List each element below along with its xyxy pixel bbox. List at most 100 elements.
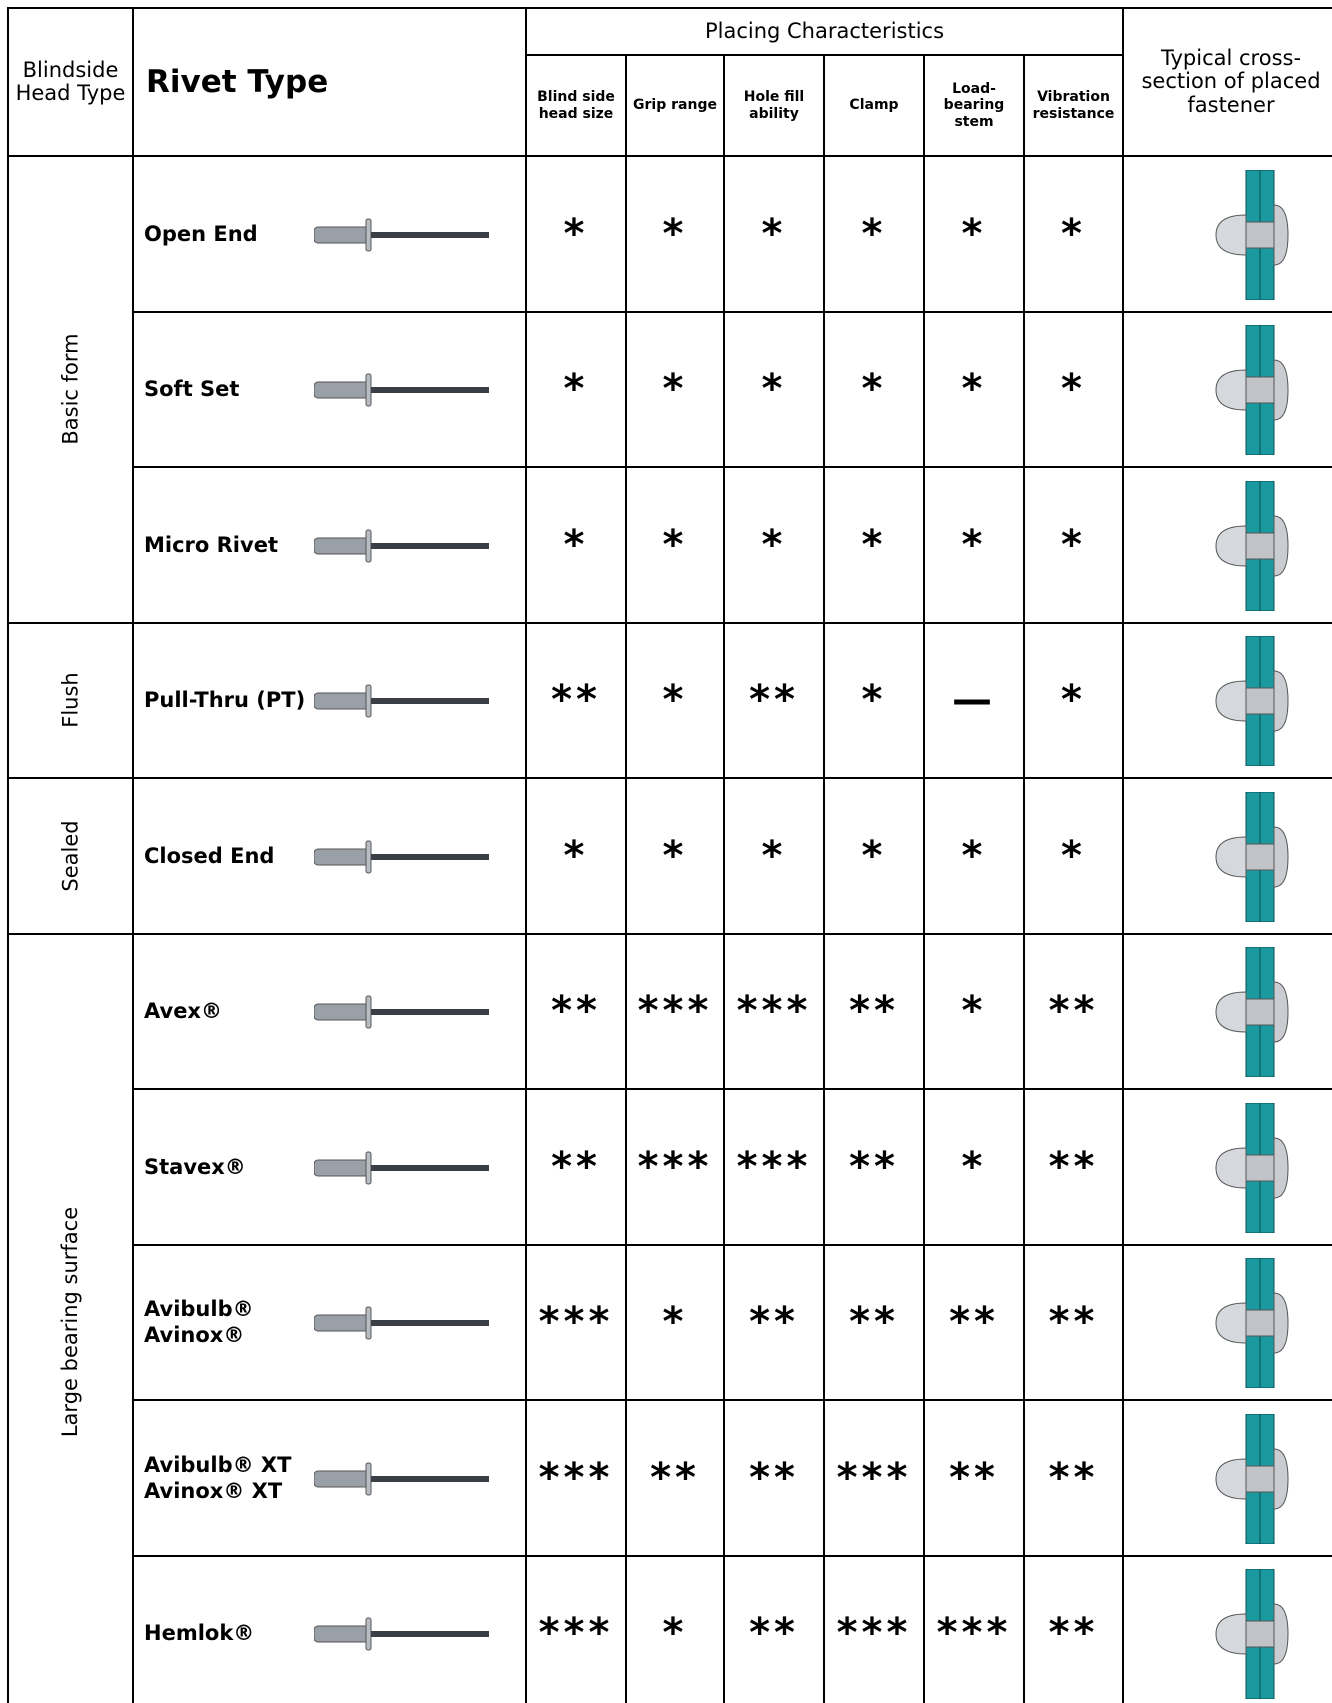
shape — [1273, 1292, 1289, 1354]
rating: * — [925, 157, 1025, 313]
rating: — — [925, 623, 1025, 779]
rivet-name: Avibulb® Avinox® — [144, 1296, 254, 1349]
shape — [1273, 981, 1289, 1043]
rating: * — [825, 468, 925, 624]
cross-section-cell — [1124, 1401, 1332, 1557]
shape — [1215, 525, 1247, 567]
shape — [314, 692, 370, 710]
rating: ** — [1025, 934, 1124, 1090]
illustration — [1215, 1258, 1289, 1389]
rating: * — [825, 779, 925, 935]
rating: ** — [527, 1090, 627, 1246]
shape — [365, 218, 372, 252]
shape — [1245, 376, 1275, 404]
shape — [1245, 1309, 1275, 1337]
column-header: Clamp — [825, 56, 925, 157]
rating: * — [925, 468, 1025, 624]
rivet-name-line: Pull-Thru (PT) — [144, 688, 306, 713]
border-left — [7, 7, 9, 1703]
rating: ** — [1025, 1090, 1124, 1246]
rating: *** — [527, 1401, 627, 1557]
illustration — [1215, 1413, 1289, 1544]
rating: * — [527, 312, 627, 468]
group-label-text: Large bearing surface — [58, 1207, 83, 1438]
rating: * — [627, 157, 725, 313]
rating: ** — [925, 1245, 1025, 1401]
shape — [371, 1631, 489, 1638]
illustration — [1215, 636, 1289, 767]
column-header: Vibration resistance — [1025, 56, 1124, 157]
shape — [371, 1475, 489, 1482]
rating: ** — [725, 1401, 825, 1557]
illustration — [1215, 947, 1289, 1078]
rating: *** — [825, 1556, 925, 1703]
rating: * — [725, 157, 825, 313]
shape — [314, 1625, 370, 1643]
shape — [1245, 1154, 1275, 1182]
rating: ** — [725, 1245, 825, 1401]
illustration — [314, 1306, 489, 1340]
rivet-name-line: Avinox® — [144, 1323, 245, 1348]
illustration — [314, 840, 489, 874]
shape — [1245, 532, 1275, 560]
rating: * — [725, 312, 825, 468]
rivet-name-line: Avibulb® XT — [144, 1452, 292, 1477]
rivet-cell: Stavex® — [134, 1090, 527, 1246]
shape — [365, 1462, 372, 1496]
rating: *** — [725, 1090, 825, 1246]
rating: * — [1025, 779, 1124, 935]
rivet-name: Stavex® — [144, 1154, 246, 1180]
shape — [371, 387, 489, 394]
shape — [1245, 1465, 1275, 1493]
shape — [314, 381, 370, 399]
rating: * — [627, 312, 725, 468]
rivet-name-line: Avibulb® — [144, 1297, 254, 1321]
shape — [314, 1470, 370, 1488]
group-label-text: Sealed — [58, 820, 83, 892]
shape — [314, 226, 370, 244]
rating: * — [1025, 468, 1124, 624]
rating: * — [925, 779, 1025, 935]
rivet-type-header: Rivet Type — [134, 9, 527, 157]
rating: *** — [527, 1556, 627, 1703]
rating: ** — [925, 1401, 1025, 1557]
shape — [1245, 221, 1275, 249]
rating: *** — [725, 934, 825, 1090]
column-header: Hole fill ability — [725, 56, 825, 157]
shape — [1273, 670, 1289, 732]
shape — [371, 231, 489, 238]
rivet-name-line: Micro Rivet — [144, 532, 278, 557]
shape — [371, 698, 489, 705]
illustration — [314, 995, 489, 1029]
rivet-name: Open End — [144, 221, 258, 247]
shape — [1215, 369, 1247, 411]
rating: ** — [825, 934, 925, 1090]
shape — [1273, 204, 1289, 266]
rivet-name-line: Closed End — [144, 843, 275, 868]
shape — [314, 1159, 370, 1177]
group-label: Sealed — [9, 779, 134, 935]
cross-section-cell — [1124, 157, 1332, 313]
rating: *** — [825, 1401, 925, 1557]
rating: * — [825, 623, 925, 779]
shape — [1245, 998, 1275, 1026]
column-header: Load-bearing stem — [925, 56, 1025, 157]
shape — [371, 1320, 489, 1327]
illustration — [314, 373, 489, 407]
rivet-cell: Hemlok® — [134, 1556, 527, 1703]
shape — [1215, 214, 1247, 256]
shape — [365, 684, 372, 718]
rivet-cell: Closed End — [134, 779, 527, 935]
rating: * — [1025, 623, 1124, 779]
shape — [1215, 680, 1247, 722]
illustration — [314, 1151, 489, 1185]
rating: ** — [527, 934, 627, 1090]
rating: * — [527, 779, 627, 935]
shape — [1215, 991, 1247, 1033]
rivet-name: Avibulb® XT Avinox® XT — [144, 1452, 291, 1505]
shape — [1215, 1613, 1247, 1655]
rating: *** — [527, 1245, 627, 1401]
rivet-name: Hemlok® — [144, 1620, 254, 1646]
rating: * — [627, 1556, 725, 1703]
rivet-cell: Avibulb® Avinox® — [134, 1245, 527, 1401]
